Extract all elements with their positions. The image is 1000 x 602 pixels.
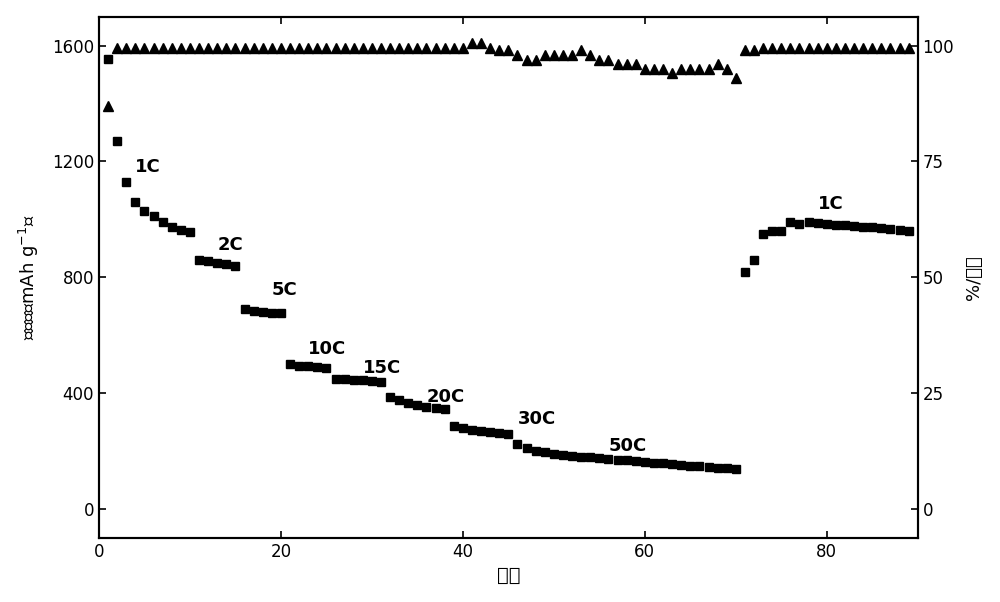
X-axis label: 圈数: 圈数 — [497, 566, 520, 585]
Y-axis label: %/效率: %/效率 — [965, 255, 983, 300]
Text: 1C: 1C — [818, 195, 843, 213]
Y-axis label: 比容量（mAh g$^{-1}$）: 比容量（mAh g$^{-1}$） — [17, 214, 41, 340]
Text: 20C: 20C — [426, 388, 465, 406]
Text: 5C: 5C — [272, 281, 298, 299]
Text: 30C: 30C — [517, 409, 556, 427]
Text: 2C: 2C — [217, 236, 243, 254]
Text: 50C: 50C — [608, 437, 647, 455]
Text: 10C: 10C — [308, 340, 346, 358]
Text: 15C: 15C — [363, 359, 401, 377]
Text: 1C: 1C — [135, 158, 161, 176]
